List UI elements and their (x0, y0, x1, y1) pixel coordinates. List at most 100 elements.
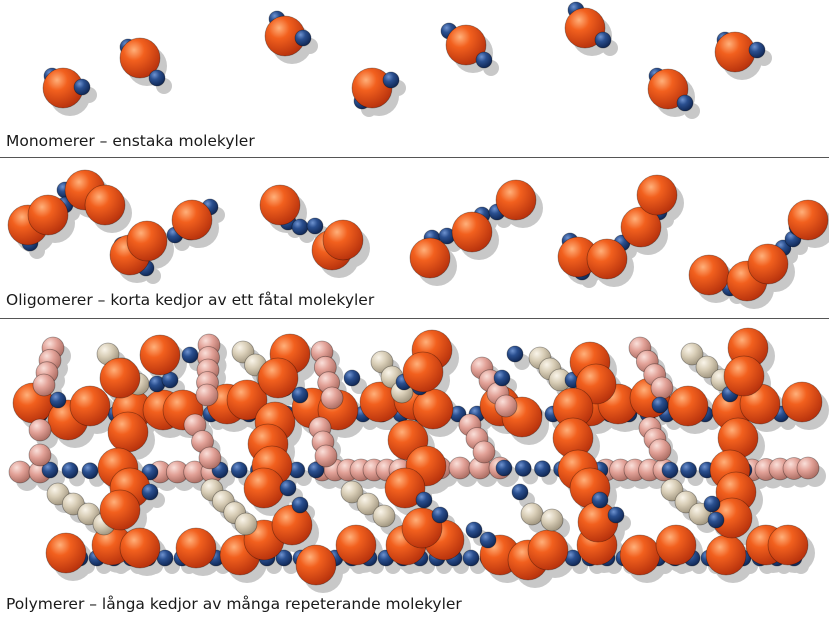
pink-atom (198, 446, 222, 470)
small-atom (748, 41, 766, 59)
small-atom (73, 78, 91, 96)
large-atom (527, 529, 569, 571)
large-atom (257, 357, 299, 399)
divider-1 (0, 157, 829, 158)
large-atom (139, 334, 181, 376)
large-atom (259, 184, 301, 226)
small-atom (594, 31, 612, 49)
large-atom (84, 184, 126, 226)
pink-atom (494, 394, 518, 418)
small-atom (511, 483, 529, 501)
small-atom (291, 218, 309, 236)
large-atom (409, 237, 451, 279)
large-atom (45, 532, 87, 574)
small-atom (475, 51, 493, 69)
large-atom (705, 534, 747, 576)
large-atom (402, 351, 444, 393)
pink-atom (28, 443, 52, 467)
large-atom (119, 527, 161, 569)
large-atom (351, 67, 393, 109)
large-atom (171, 199, 213, 241)
beige-atom (520, 502, 544, 526)
small-atom (707, 511, 725, 529)
pink-atom (8, 460, 32, 484)
small-atom (291, 496, 309, 514)
large-atom (451, 211, 493, 253)
small-atom (651, 396, 669, 414)
small-atom (306, 217, 324, 235)
small-atom (607, 506, 625, 524)
pink-atom (28, 418, 52, 442)
small-atom (493, 369, 511, 387)
small-atom (61, 461, 79, 479)
polymers-caption: Polymerer – långa kedjor av många repete… (6, 595, 462, 613)
large-atom (781, 381, 823, 423)
pink-atom (314, 444, 338, 468)
large-atom (401, 507, 443, 549)
large-atom (636, 174, 678, 216)
small-atom (230, 461, 248, 479)
divider-2 (0, 318, 829, 319)
pink-atom (472, 440, 496, 464)
oligomers-caption: Oligomerer – korta kedjor av ett fåtal m… (6, 291, 375, 309)
small-atom (514, 459, 532, 477)
large-atom (767, 524, 809, 566)
small-atom (49, 391, 67, 409)
large-atom (619, 534, 661, 576)
beige-atom (695, 355, 719, 379)
small-atom (495, 459, 513, 477)
large-atom (99, 357, 141, 399)
small-atom (591, 491, 609, 509)
large-atom (647, 68, 689, 110)
beige-atom (356, 492, 380, 516)
large-atom (787, 199, 829, 241)
small-atom (661, 461, 679, 479)
monomers-caption: Monomerer – enstaka molekyler (6, 132, 255, 150)
large-atom (27, 194, 69, 236)
small-atom (676, 94, 694, 112)
large-atom (655, 524, 697, 566)
small-atom (275, 549, 293, 567)
small-atom (81, 462, 99, 480)
beige-atom (340, 480, 364, 504)
beige-atom (234, 512, 258, 536)
beige-atom (540, 508, 564, 532)
large-atom (747, 243, 789, 285)
pink-atom (32, 373, 56, 397)
large-atom (384, 467, 426, 509)
pink-atom (195, 383, 219, 407)
small-atom (465, 521, 483, 539)
small-atom (431, 506, 449, 524)
large-atom (226, 379, 268, 421)
small-atom (291, 386, 309, 404)
large-atom (99, 489, 141, 531)
large-atom (295, 544, 337, 586)
pink-atom (320, 386, 344, 410)
large-atom (335, 524, 377, 566)
beige-atom (372, 504, 396, 528)
small-atom (307, 461, 325, 479)
small-atom (181, 346, 199, 364)
small-atom (382, 71, 400, 89)
small-atom (479, 531, 497, 549)
pink-atom (448, 456, 472, 480)
small-atom (462, 549, 480, 567)
large-atom (586, 238, 628, 280)
large-atom (495, 179, 537, 221)
pink-atom (796, 456, 820, 480)
small-atom (279, 479, 297, 497)
pink-atom (648, 438, 672, 462)
beige-atom (680, 342, 704, 366)
large-atom (723, 355, 765, 397)
large-atom (271, 504, 313, 546)
small-atom (680, 461, 697, 479)
large-atom (667, 385, 709, 427)
large-atom (175, 527, 217, 569)
small-atom (506, 345, 524, 363)
large-atom (445, 24, 487, 66)
small-atom (294, 29, 312, 47)
pink-atom (650, 376, 674, 400)
atoms (7, 1, 829, 586)
large-atom (688, 254, 730, 296)
